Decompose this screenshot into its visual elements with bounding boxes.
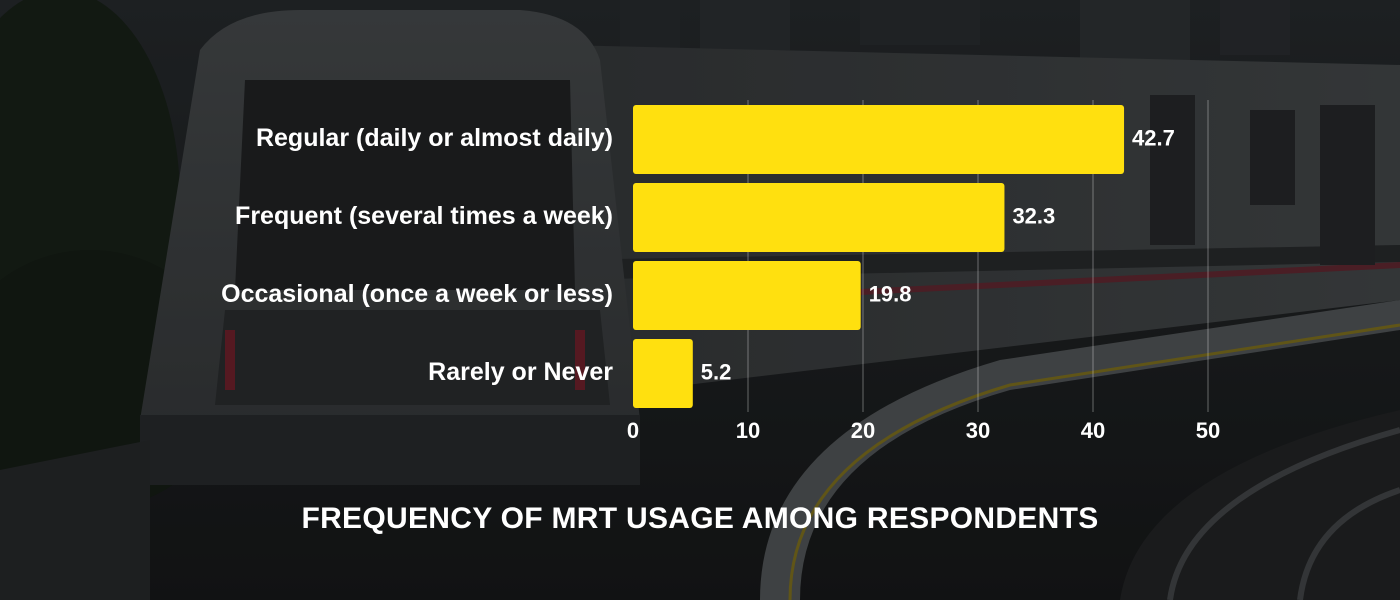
x-tick-label: 40: [1081, 418, 1105, 443]
bars: [633, 105, 1125, 408]
value-label: 19.8: [869, 281, 912, 306]
category-label: Occasional (once a week or less): [221, 280, 613, 308]
labels: 0 10 20 30 40 50 Regular (daily or almost dail…: [221, 124, 1220, 443]
x-tick-label: 10: [736, 418, 760, 443]
chart-title: FREQUENCY OF MRT USAGE AMONG RESPONDENTS: [301, 502, 1099, 535]
bar: [633, 105, 1125, 174]
x-tick-label: 20: [851, 418, 875, 443]
category-label: Frequent (several times a week): [235, 202, 613, 230]
value-label: 5.2: [701, 359, 732, 384]
value-label: 42.7: [1132, 125, 1175, 150]
x-tick-label: 0: [627, 418, 639, 443]
x-tick-label: 30: [966, 418, 990, 443]
x-tick-label: 50: [1196, 418, 1220, 443]
bar: [633, 261, 861, 330]
category-label: Regular (daily or almost daily): [256, 124, 613, 152]
category-label: Rarely or Never: [428, 358, 613, 386]
value-label: 32.3: [1012, 203, 1055, 228]
bar: [633, 183, 1005, 252]
bar: [633, 339, 693, 408]
